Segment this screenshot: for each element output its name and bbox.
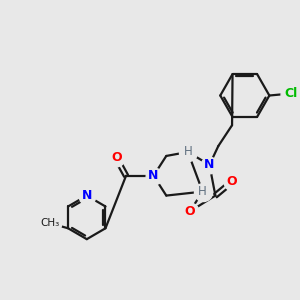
Text: O: O	[184, 205, 195, 218]
Text: N: N	[82, 189, 92, 202]
Text: N: N	[204, 158, 215, 171]
Text: H: H	[184, 146, 192, 158]
Text: Cl: Cl	[284, 87, 298, 100]
Text: O: O	[227, 175, 237, 188]
Text: CH₃: CH₃	[41, 218, 60, 228]
Text: H: H	[198, 185, 207, 198]
Text: N: N	[148, 169, 159, 182]
Text: O: O	[111, 152, 122, 164]
